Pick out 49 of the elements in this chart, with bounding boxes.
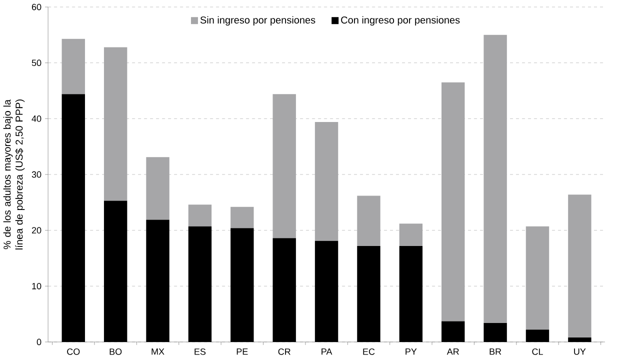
x-tick-label: MX [152,348,164,355]
bar [526,330,550,342]
bar [62,38,85,94]
bar [526,226,550,330]
x-tick-label: CL [532,348,543,355]
bar [357,246,380,342]
bar [230,206,254,228]
legend-label: Con ingreso por pensiones [341,16,460,26]
x-tick-label: BO [110,348,122,355]
x-tick-label: UY [574,348,586,355]
y-tick-label: 10 [32,282,42,290]
bar [104,200,128,342]
bar [62,94,85,342]
x-tick-label: PY [406,348,417,355]
bar [272,238,296,342]
bar [146,220,170,342]
x-tick-label: ES [194,348,206,355]
x-tick-label: CO [67,348,80,355]
bar [272,94,296,238]
x-tick-label: PE [236,348,248,355]
bar [442,82,465,322]
bar [399,224,423,246]
y-tick-label: 50 [32,60,42,66]
bar [442,321,465,342]
x-tick-label: CR [278,348,290,355]
bar [357,196,380,246]
y-tick-label: 40 [32,115,42,122]
y-tick-label: 20 [32,227,42,234]
legend-label: Sin ingreso por pensiones [200,16,316,26]
x-tick-label: AR [446,348,459,355]
x-tick-label: PA [322,348,332,355]
bar [230,228,254,342]
bar [146,157,170,220]
bar [484,34,507,323]
bar [314,240,338,342]
bar [188,204,212,226]
bar [314,122,338,241]
y-axis-title: % de los adultos mayores bajo la línea de pobreza (US$ 2,50 PPP) [3,100,25,250]
bar [568,194,592,338]
bar [568,338,592,342]
x-tick-label: BR [490,348,502,355]
bar [484,322,507,342]
y-tick-label: 30 [32,171,42,178]
x-tick-label: EC [363,348,375,355]
bar [188,226,212,342]
bar [399,246,423,342]
y-tick-label: 0 [36,338,42,346]
bar [104,47,128,201]
y-tick-label: 60 [32,4,42,10]
